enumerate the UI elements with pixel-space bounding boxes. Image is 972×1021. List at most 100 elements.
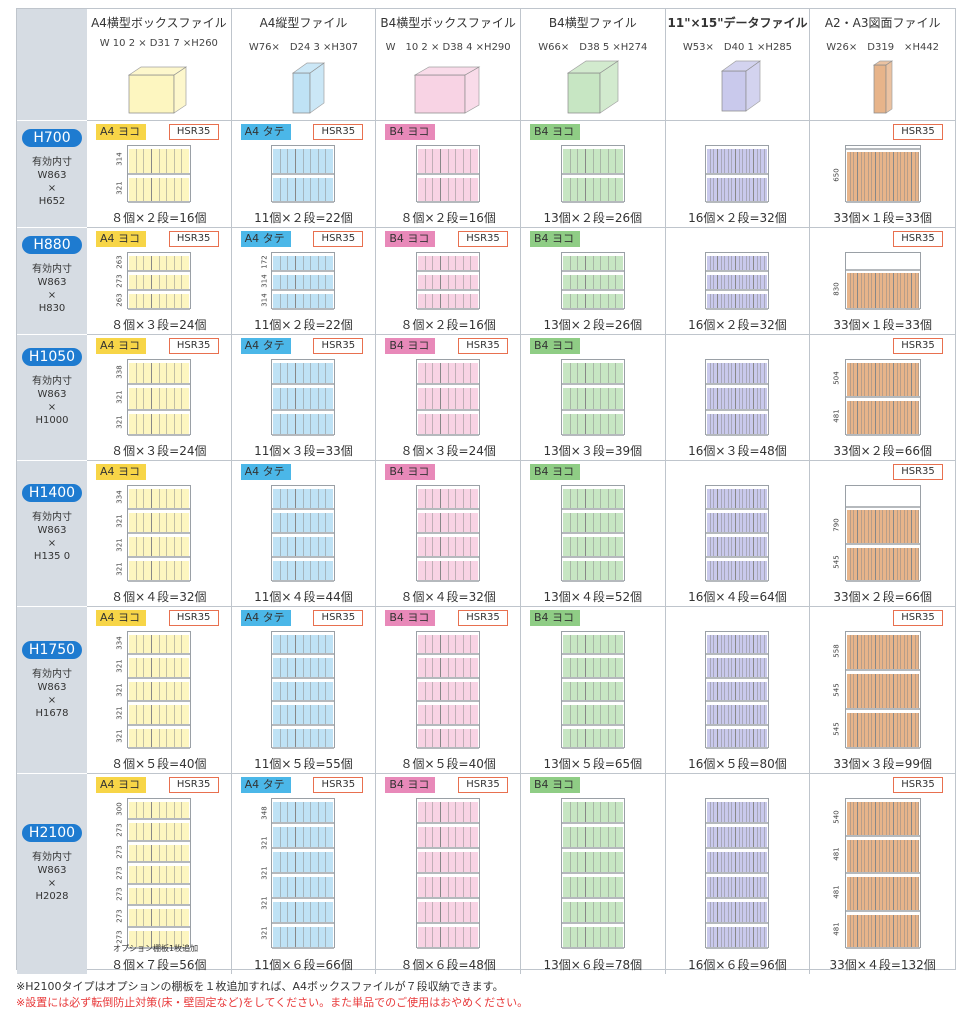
capacity-count: 33個×２段=66個 bbox=[833, 444, 932, 458]
hsr35-badge: HSR35 bbox=[168, 610, 219, 626]
hsr35-badge: HSR35 bbox=[168, 231, 219, 247]
shelf-board bbox=[706, 383, 769, 386]
hsr35-badge: HSR35 bbox=[313, 610, 364, 626]
shelf-illustration bbox=[416, 798, 481, 949]
file-type-dimensions: W 10 2 × D38 4 ×H290 bbox=[385, 42, 511, 53]
shelf-board bbox=[272, 653, 335, 656]
shelf-board bbox=[845, 669, 920, 671]
file-tier bbox=[707, 413, 768, 434]
shelf-illustration bbox=[560, 485, 625, 582]
file-tier bbox=[562, 635, 623, 654]
height-pill: H1050 bbox=[22, 348, 82, 366]
shelf-board bbox=[706, 847, 769, 849]
dimension-label: 273 bbox=[115, 273, 124, 288]
file-tier bbox=[418, 728, 479, 747]
shelf-board bbox=[272, 556, 335, 558]
file-tier bbox=[273, 513, 334, 532]
inner-dimension-line: H830 bbox=[38, 303, 66, 314]
capacity-count: ８個×４段=32個 bbox=[400, 590, 496, 604]
file-tier bbox=[707, 852, 768, 872]
shelf-illustration bbox=[416, 145, 481, 203]
file-tier bbox=[846, 713, 919, 747]
inner-dimension-line: W863 bbox=[37, 277, 67, 288]
shelf-board bbox=[127, 532, 190, 534]
capacity-count: 33個×１段=33個 bbox=[833, 211, 932, 225]
shelf-board bbox=[845, 147, 920, 150]
capacity-count: ８個×２段=16個 bbox=[111, 211, 207, 225]
file-tier bbox=[707, 705, 768, 724]
shelf-board bbox=[272, 201, 335, 203]
header-cell-green: B4横型ファイル W66× D38 5 ×H274 bbox=[521, 9, 666, 121]
capacity-cell: 16個×４段=64個 bbox=[665, 461, 811, 607]
shelf-illustration bbox=[416, 252, 481, 310]
file-tier bbox=[707, 827, 768, 847]
dimension-label: 830 bbox=[833, 282, 842, 296]
inner-dimension-line: H652 bbox=[38, 196, 66, 207]
dimension-label: 321 bbox=[115, 729, 124, 743]
shelf-board bbox=[561, 580, 624, 582]
shelf-board bbox=[845, 580, 920, 582]
shelf-board bbox=[706, 289, 769, 291]
hsr35-badge: HSR35 bbox=[313, 124, 364, 140]
inner-dimension-line: × bbox=[47, 402, 57, 413]
shelf-board bbox=[845, 201, 920, 203]
file-tier bbox=[273, 413, 334, 434]
hsr35-badge: HSR35 bbox=[893, 777, 943, 793]
capacity-count: 33個×３段=99個 bbox=[833, 757, 932, 771]
shelf-board bbox=[417, 847, 480, 849]
capacity-cell: 16個×５段=80個 bbox=[665, 607, 811, 774]
shelf-board bbox=[127, 700, 190, 703]
shelf-illustration bbox=[560, 252, 625, 310]
shelf-board bbox=[417, 201, 480, 203]
capacity-count: 16個×５段=80個 bbox=[688, 757, 787, 771]
dimension-label: 314 bbox=[260, 292, 269, 307]
shelf-board bbox=[272, 947, 335, 949]
capacity-cell: B4 ヨコ 13個×２段=26個 bbox=[521, 228, 666, 335]
file-tier bbox=[562, 802, 623, 822]
hsr35-badge: HSR35 bbox=[313, 231, 364, 247]
file-tier bbox=[846, 839, 919, 872]
shelf-illustration bbox=[560, 798, 625, 949]
file-tier bbox=[418, 256, 479, 270]
row-header-h2100: H2100 有効内寸 W863 × H2028 bbox=[17, 774, 87, 974]
shelf-illustration bbox=[271, 359, 336, 436]
capacity-cell: HSR35 540 481 481 481 33個×４段=132個 bbox=[810, 774, 955, 974]
shelf-board bbox=[417, 700, 480, 703]
shelf-board bbox=[127, 676, 190, 679]
file-tier bbox=[418, 537, 479, 556]
shelf-illustration bbox=[271, 631, 336, 749]
capacity-count: ８個×３段=24個 bbox=[111, 444, 207, 458]
file-tier bbox=[562, 902, 623, 922]
inner-dimension-line: 有効内寸 bbox=[32, 264, 72, 275]
shelf-illustration bbox=[271, 798, 336, 949]
file-tier bbox=[846, 547, 919, 580]
dimension-label: 273 bbox=[115, 844, 124, 859]
file-tag-badge: A4 タテ bbox=[240, 610, 291, 626]
shelf-board bbox=[127, 925, 190, 928]
shelf-board bbox=[127, 882, 190, 885]
capacity-cell: B4 ヨコ ８個×４段=32個 bbox=[376, 461, 521, 607]
inner-dimension-line: W863 bbox=[37, 389, 67, 400]
shelf-illustration bbox=[705, 359, 770, 436]
shelf-illustration bbox=[705, 252, 770, 310]
file-tier bbox=[128, 561, 189, 580]
inner-dimension-line: × bbox=[47, 183, 57, 194]
dimension-label: 273 bbox=[115, 909, 124, 923]
file-type-dimensions: W53× D40 1 ×H285 bbox=[682, 42, 793, 53]
shelf-board bbox=[561, 270, 624, 272]
inner-dimension-line: 有効内寸 bbox=[32, 512, 72, 523]
dimension-label: 558 bbox=[833, 643, 842, 658]
inner-dimension-line: 有効内寸 bbox=[32, 157, 72, 168]
shelf-board bbox=[417, 947, 480, 949]
dimension-label: 504 bbox=[833, 371, 842, 385]
dimension-label: 545 bbox=[833, 682, 842, 697]
shelf-board bbox=[706, 700, 769, 703]
file-tier bbox=[707, 635, 768, 654]
inner-dimension-line: × bbox=[47, 694, 57, 706]
shelf-board bbox=[706, 580, 769, 582]
file-tier bbox=[418, 681, 479, 701]
file-tier bbox=[418, 635, 479, 654]
file-box-illustration bbox=[721, 60, 762, 112]
shelf-board bbox=[561, 201, 624, 203]
shelf-board bbox=[272, 897, 335, 899]
